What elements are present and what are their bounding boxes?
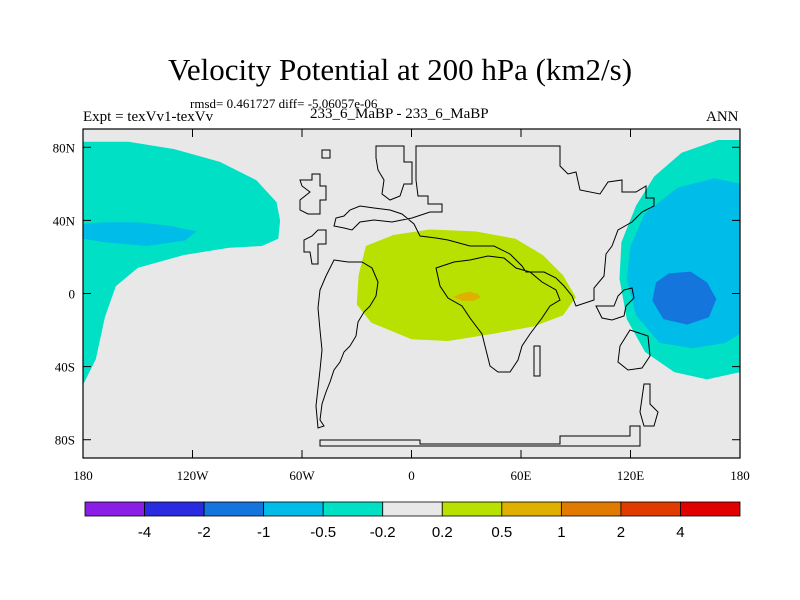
colorbar-label: 0.5 — [491, 524, 512, 541]
colorbar-label: -4 — [138, 524, 151, 541]
colorbar-swatch — [560, 501, 622, 517]
x-tick-label: 120W — [177, 468, 210, 483]
y-tick-label: 40S — [55, 360, 75, 375]
coastline-layer — [299, 145, 659, 447]
case-label: 233_6_MaBP - 233_6_MaBP — [310, 106, 489, 122]
x-tick-label: 180 — [73, 468, 93, 483]
colorbar-label: -0.5 — [310, 524, 336, 541]
contour-region-pacific-west-negative-inner — [83, 222, 197, 246]
contour-region-pacific-west-negative-outer — [83, 141, 281, 385]
colorbar: -4 -2 -1 -0.5 -0.2 0.2 0.5 1 2 4 — [84, 501, 741, 541]
colorbar-swatch — [680, 501, 741, 517]
colorbar-label: 1 — [557, 524, 565, 541]
y-tick-label: 80N — [53, 140, 76, 155]
contour-region-east-hemisphere-negative-core — [652, 271, 717, 325]
colorbar-swatch — [620, 501, 681, 517]
colorbar-label: -2 — [197, 524, 210, 541]
chart-subtitle: rmsd= 0.461727 diff= -5.06057e-06 — [190, 96, 378, 111]
contour-region-africa-positive-core — [453, 291, 481, 301]
y-tick-label: 0 — [69, 287, 76, 302]
colorbar-swatch — [501, 501, 562, 517]
season-label: ANN — [706, 109, 739, 125]
colorbar-swatch — [322, 501, 384, 517]
colorbar-label: -1 — [257, 524, 270, 541]
colorbar-swatch — [203, 501, 265, 517]
x-tick-label: 60W — [289, 468, 315, 483]
colorbar-swatch — [84, 501, 145, 517]
y-tick-label: 80S — [55, 433, 75, 448]
x-tick-label: 180 — [730, 468, 750, 483]
colorbar-label: -0.2 — [370, 524, 396, 541]
colorbar-swatch — [441, 501, 503, 517]
axis-layer: 180 120W 60W 0 60E 120E 180 80N 40N 0 40S 80S — [53, 129, 750, 483]
contour-region-africa-positive-middle — [356, 229, 576, 341]
x-tick-label: 60E — [511, 468, 532, 483]
colorbar-swatch — [382, 501, 443, 517]
coastline-outline — [299, 145, 659, 447]
colorbar-swatch — [144, 501, 205, 517]
colorbar-label: 2 — [617, 524, 625, 541]
experiment-label: Expt = texVv1-texVv — [83, 109, 214, 125]
colorbar-swatch — [263, 501, 324, 517]
contour-fill-layer — [83, 140, 740, 416]
x-tick-label: 120E — [617, 468, 645, 483]
x-tick-label: 0 — [408, 468, 415, 483]
y-tick-label: 40N — [53, 213, 76, 228]
colorbar-label: 4 — [676, 524, 684, 541]
chart-title: Velocity Potential at 200 hPa (km2/s) — [167, 52, 633, 87]
colorbar-label: 0.2 — [432, 524, 453, 541]
